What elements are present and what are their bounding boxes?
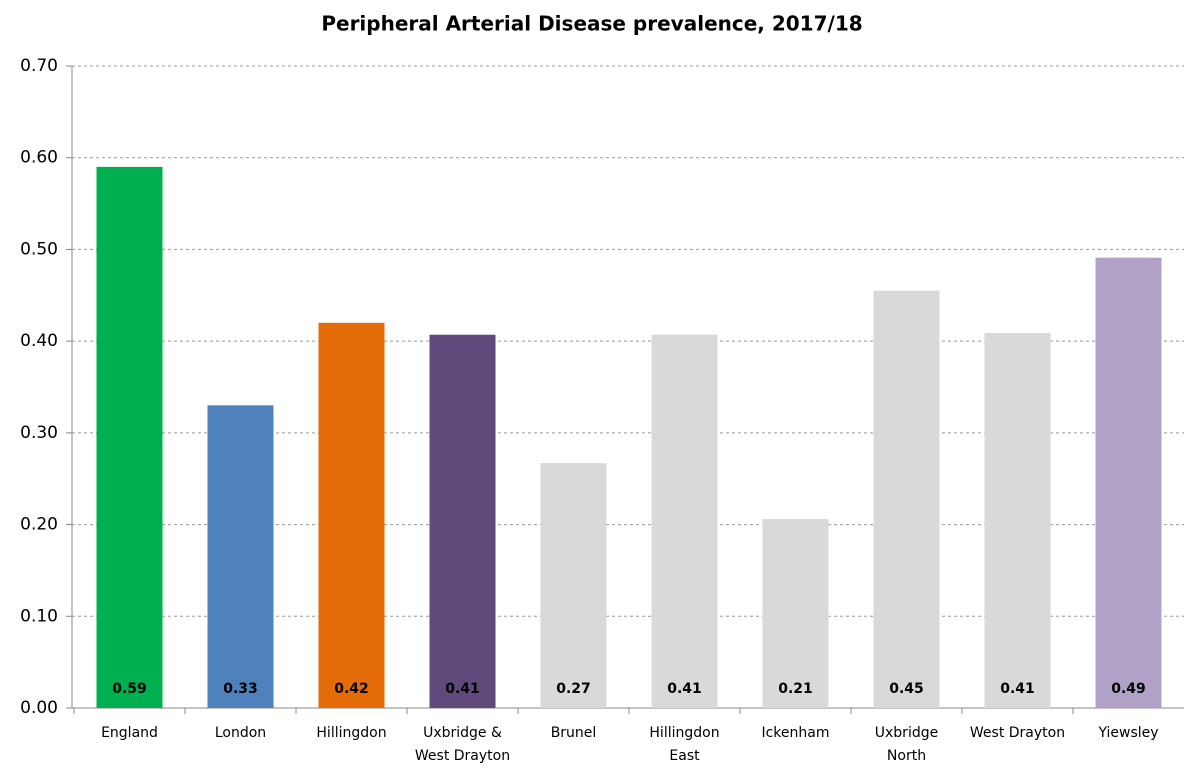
value-label: 0.41	[445, 681, 480, 697]
bar	[651, 334, 718, 708]
value-label: 0.21	[778, 681, 813, 697]
y-tick-label: 0.40	[20, 331, 58, 351]
value-label: 0.33	[223, 681, 258, 697]
value-label: 0.41	[1000, 681, 1035, 697]
value-label: 0.45	[889, 681, 924, 697]
x-tick-label: Ickenham	[761, 725, 830, 741]
bar	[96, 166, 163, 708]
y-tick-label: 0.60	[20, 148, 58, 168]
bar	[1095, 257, 1162, 708]
value-label: 0.27	[556, 681, 591, 697]
bar	[762, 519, 829, 708]
bar	[540, 463, 607, 708]
x-tick-label: Uxbridge & West Drayton	[414, 725, 511, 764]
x-tick-label: England	[101, 725, 158, 741]
bar	[873, 290, 940, 708]
y-tick-label: 0.20	[20, 515, 58, 535]
x-tick-label: Hillingdon East	[649, 725, 720, 764]
value-label: 0.49	[1111, 681, 1146, 697]
bar	[207, 405, 274, 708]
x-tick-label: West Drayton	[969, 725, 1066, 741]
chart-title: Peripheral Arterial Disease prevalence, …	[321, 12, 862, 36]
value-label: 0.59	[112, 681, 147, 697]
y-tick-label: 0.30	[20, 423, 58, 443]
bar	[429, 334, 496, 708]
x-tick-label: London	[214, 725, 267, 741]
value-label: 0.41	[667, 681, 702, 697]
x-tick-label: Uxbridge North	[874, 725, 939, 764]
x-tick-label: Brunel	[550, 725, 597, 741]
y-tick-label: 0.70	[20, 56, 58, 76]
bar	[984, 332, 1051, 708]
y-tick-label: 0.10	[20, 606, 58, 626]
x-tick-label: Hillingdon	[316, 725, 387, 741]
y-tick-label: 0.50	[20, 239, 58, 259]
value-label: 0.42	[334, 681, 369, 697]
x-tick-label: Yiewsley	[1098, 725, 1159, 741]
y-tick-label: 0.00	[20, 698, 58, 718]
bar	[318, 322, 385, 708]
